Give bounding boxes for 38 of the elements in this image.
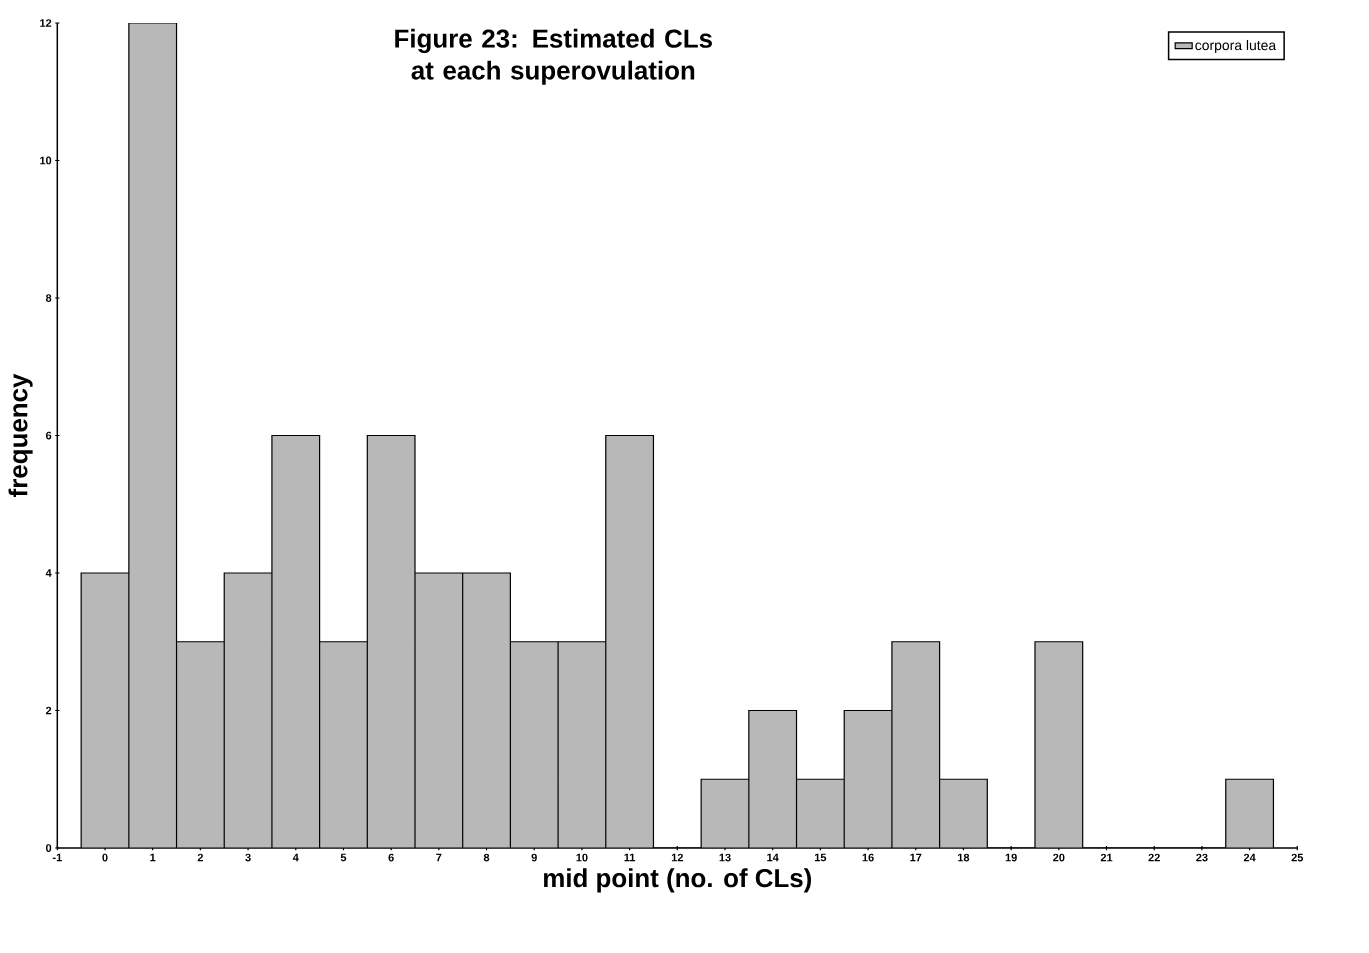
y-tick-label: 12	[40, 19, 52, 27]
y-axis-title: frequency	[8, 373, 33, 497]
legend-label: corpora lutea	[1195, 39, 1277, 53]
x-tick-label: 2	[197, 853, 203, 862]
x-tick-label: 4	[292, 853, 299, 862]
x-tick-label: 14	[767, 853, 779, 862]
x-tick-label: 5	[340, 853, 347, 862]
y-tick-label: 4	[45, 569, 52, 577]
y-tick-label: 2	[45, 706, 52, 715]
x-tick-label: 21	[1100, 853, 1113, 862]
x-tick-label: 18	[958, 853, 970, 862]
x-tick-label: 16	[862, 853, 874, 862]
x-tick-label: 3	[245, 853, 251, 862]
x-tick-label: 17	[910, 853, 922, 862]
x-tick-label: 7	[436, 853, 442, 862]
x-tick-label: 20	[1053, 853, 1065, 862]
x-tick-label: 22	[1148, 853, 1160, 862]
y-tick-label: 6	[45, 431, 52, 440]
y-tick-label: 0	[46, 844, 52, 852]
y-tick-label: 8	[45, 294, 52, 302]
x-tick-label: 23	[1196, 853, 1208, 862]
x-tick-label: 25	[1291, 853, 1304, 862]
x-tick-label: 24	[1243, 853, 1256, 862]
x-tick-label: 19	[1005, 853, 1017, 862]
x-tick-label: 11	[624, 853, 636, 862]
x-tick-label: 9	[531, 853, 537, 862]
x-axis-title: mid point (no. of CLs)	[544, 868, 812, 893]
x-tick-label: 13	[719, 853, 731, 862]
text: Figure 23: Estimated CLs at each superovulation	[395, 28, 712, 85]
x-tick-label: 6	[388, 853, 394, 862]
x-tick-label: 12	[671, 853, 683, 862]
x-tick-label: 8	[483, 853, 490, 862]
x-tick-label: 15	[814, 853, 827, 862]
x-tick-label: 1	[150, 853, 156, 862]
x-tick-label: 10	[576, 853, 588, 862]
x-tick-label: 0	[102, 853, 108, 862]
x-tick-label: -1	[52, 853, 62, 862]
y-tick-label: 10	[40, 156, 52, 165]
